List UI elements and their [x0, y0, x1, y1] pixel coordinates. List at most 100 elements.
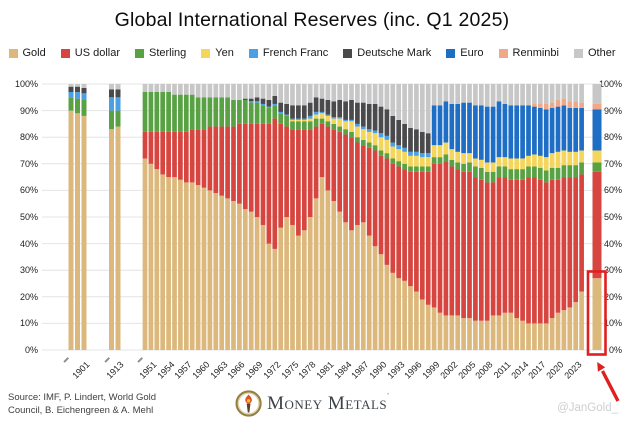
legend-item: Deutsche Mark: [343, 47, 431, 59]
bar-segment: [307, 217, 313, 350]
bar-segment: [183, 94, 189, 132]
bar-segment: [360, 222, 366, 350]
bar-segment: [402, 147, 407, 152]
bar-segment: [443, 315, 449, 350]
bar-segment: [372, 246, 378, 350]
bar-segment: [115, 110, 121, 127]
bar-segment: [260, 224, 266, 350]
legend-item: French Franc: [248, 47, 328, 59]
bar-segment: [290, 105, 295, 119]
bar-segment: [248, 101, 254, 103]
bar-segment: [290, 119, 295, 122]
y-axis-right: 0% 10% 20% 30% 40% 50% 60% 70% 80% 90% 100%: [588, 0, 622, 430]
bar-segment: [284, 115, 289, 127]
bar-segment: [372, 130, 378, 134]
bar-segment: [455, 169, 461, 316]
bar-segment: [437, 145, 443, 158]
bar-segment: [75, 113, 80, 350]
bar-segment: [166, 131, 171, 178]
bar-segment: [502, 312, 508, 350]
bar-segment: [183, 131, 189, 183]
bar-segment: [296, 105, 301, 119]
bar-segment: [537, 107, 543, 156]
bar-segment: [355, 142, 360, 225]
bar-segment: [278, 227, 284, 350]
bar-segment: [549, 107, 555, 154]
bar-segment: [296, 84, 301, 106]
bar-segment: [573, 151, 579, 166]
bar-segment: [455, 151, 461, 163]
bar-segment: [526, 177, 531, 324]
legend-item: Gold: [8, 47, 46, 59]
bar-segment: [160, 91, 166, 132]
bar-segment: [567, 151, 573, 166]
y-tick-label: 10%: [19, 318, 38, 328]
bar-segment: [242, 209, 248, 350]
bar-segment: [366, 84, 372, 104]
bar-segment: [366, 103, 372, 130]
bar-segment: [355, 123, 360, 127]
bar-segment: [231, 201, 236, 350]
bar-segment: [296, 121, 301, 130]
bar-segment: [473, 84, 478, 106]
bar-segment: [390, 158, 396, 164]
bar-segment: [579, 162, 584, 175]
legend-label: Yen: [215, 47, 234, 59]
x-tick-label: 1960: [190, 359, 212, 381]
x-tick-label: 2005: [456, 359, 478, 381]
y-tick-label: 60%: [603, 185, 622, 195]
bar-segment: [331, 101, 337, 118]
bar-segment: [549, 167, 555, 180]
bar-segment: [219, 195, 225, 350]
bar-segment: [508, 179, 514, 313]
bar-segment: [484, 106, 490, 163]
bar-segment: [248, 102, 254, 124]
bar-segment: [115, 97, 121, 111]
bar-segment: [154, 169, 160, 350]
bar-segment: [254, 84, 260, 98]
y-tick-label: 90%: [19, 106, 38, 116]
bar-segment: [455, 103, 461, 152]
bar-segment: [75, 86, 80, 92]
bar-segment: [514, 158, 520, 170]
bar-segment: [496, 84, 502, 102]
bar-segment: [307, 102, 313, 116]
bar-segment: [520, 84, 525, 106]
bar-segment: [473, 158, 478, 167]
x-tick-label: 1978: [296, 359, 318, 381]
x-tick-label: 1954: [155, 359, 177, 381]
bar-segment: [431, 145, 437, 158]
bar-segment: [109, 110, 114, 130]
bar-segment: [166, 84, 171, 92]
bar-segment: [543, 170, 549, 183]
bar-segment: [402, 169, 407, 281]
bar-segment: [319, 111, 325, 114]
x-tick-label: 1987: [349, 359, 371, 381]
bar-segment: [543, 109, 549, 158]
bar-segment: [532, 154, 537, 167]
bar-segment: [425, 157, 431, 167]
bar-segment: [526, 166, 531, 178]
bar-segment: [266, 243, 272, 350]
y-tick-label: 100%: [14, 79, 38, 89]
bar-segment: [549, 102, 555, 108]
legend-item: Euro: [446, 47, 484, 59]
bar-segment: [573, 101, 579, 108]
x-tick-label: 1957: [172, 359, 194, 381]
x-tick-label: 1999: [420, 359, 442, 381]
bar-segment: [508, 84, 514, 106]
bar-segment: [567, 307, 573, 350]
bar-segment: [343, 84, 348, 102]
bar-segment: [419, 299, 425, 350]
legend-item: Sterling: [135, 47, 186, 59]
x-tick-label: 1966: [225, 359, 247, 381]
bar-segment: [543, 84, 549, 104]
bar-segment: [408, 286, 413, 350]
y-tick-label: 0%: [24, 345, 38, 355]
bar-segment: [319, 113, 325, 119]
bar-segment: [579, 291, 584, 350]
bar-segment: [496, 177, 502, 316]
bar-segment: [109, 84, 114, 90]
bar-segment: [484, 84, 490, 107]
bar-segment: [467, 318, 472, 350]
